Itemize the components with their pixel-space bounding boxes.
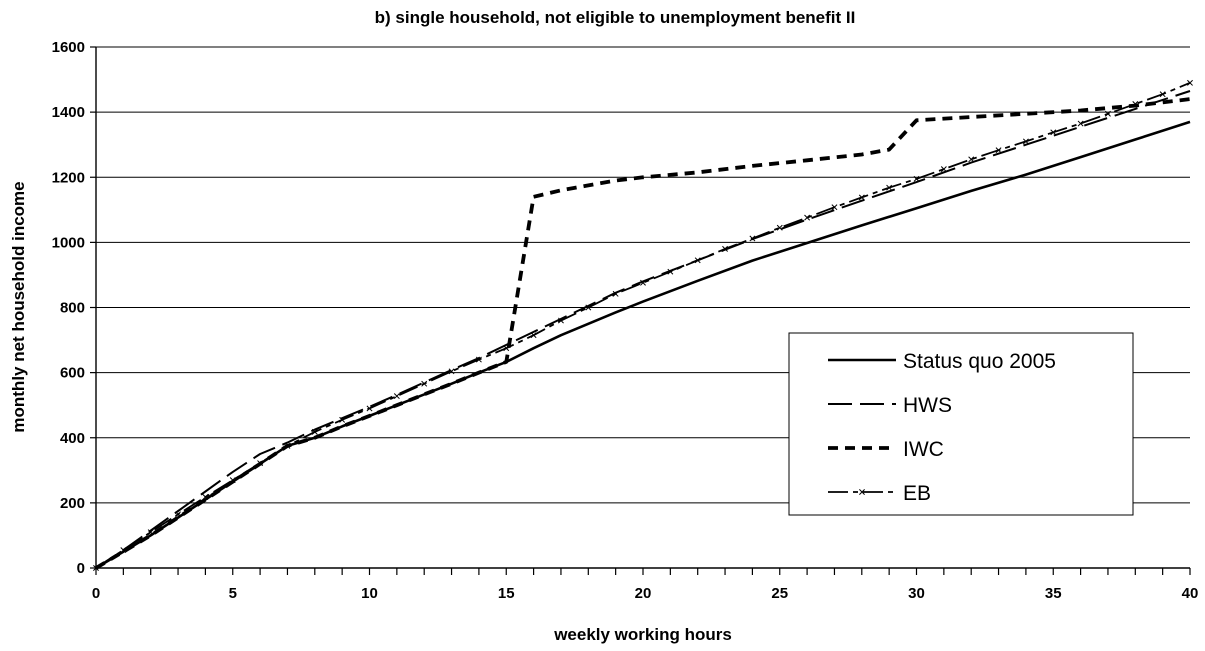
x-tick-label: 0 xyxy=(92,585,100,602)
data-point-marker xyxy=(475,356,482,363)
x-tick-label: 5 xyxy=(229,585,237,602)
data-point-marker xyxy=(1077,120,1084,127)
data-point-marker xyxy=(858,194,865,201)
data-point-marker xyxy=(667,268,674,275)
data-point-marker xyxy=(503,345,510,352)
chart-title: b) single household, not eligible to une… xyxy=(375,8,856,27)
data-point-marker xyxy=(339,416,346,423)
y-tick-label: 1400 xyxy=(52,104,85,121)
legend-label: HWS xyxy=(903,394,952,417)
y-tick-label: 1200 xyxy=(52,169,85,186)
data-point-marker xyxy=(585,304,592,311)
data-point-marker xyxy=(722,245,729,252)
y-tick-label: 0 xyxy=(77,560,85,577)
x-tick-label: 30 xyxy=(908,585,925,602)
data-point-marker xyxy=(120,547,127,554)
data-point-marker xyxy=(694,257,701,264)
data-point-marker xyxy=(175,511,182,518)
x-tick-label: 15 xyxy=(498,585,515,602)
x-tick-label: 10 xyxy=(361,585,378,602)
data-point-marker xyxy=(257,460,264,467)
y-tick-label: 200 xyxy=(60,495,85,512)
tick-labels: 0 200 400 600 800 1000 1200 1400 1600 0 5 10 15 20 25 3… xyxy=(52,39,1199,602)
y-tick-label: 1600 xyxy=(52,39,85,56)
y-axis-label: monthly net household income xyxy=(9,181,28,432)
legend-label: EB xyxy=(903,482,931,505)
legend: Status quo 2005 HWS IWC EB xyxy=(788,332,1134,516)
legend-marker xyxy=(859,489,865,495)
data-point-marker xyxy=(147,529,154,536)
data-point-marker xyxy=(311,428,318,435)
data-point-marker xyxy=(940,166,947,173)
y-tick-label: 400 xyxy=(60,430,85,447)
y-tick-label: 1000 xyxy=(52,234,85,251)
x-tick-label: 20 xyxy=(635,585,652,602)
data-point-marker xyxy=(229,477,236,484)
data-point-marker xyxy=(640,279,646,286)
legend-label: IWC xyxy=(903,438,944,461)
series-line-eb xyxy=(95,81,1191,569)
x-tick-label: 35 xyxy=(1045,585,1062,602)
data-point-marker xyxy=(1187,79,1193,86)
data-point-marker xyxy=(968,156,975,163)
data-point-marker xyxy=(557,317,564,324)
data-point-marker xyxy=(393,393,400,400)
data-point-marker xyxy=(448,368,455,375)
data-point-marker xyxy=(1159,91,1166,98)
data-point-marker xyxy=(366,405,373,412)
data-point-marker xyxy=(284,442,291,449)
data-point-marker xyxy=(421,380,428,387)
data-point-marker xyxy=(913,175,920,182)
legend-label: Status quo 2005 xyxy=(903,350,1056,373)
axes xyxy=(90,46,1191,575)
x-tick-label: 25 xyxy=(771,585,788,602)
data-point-marker xyxy=(776,224,783,231)
data-point-marker xyxy=(1132,101,1139,107)
y-tick-label: 600 xyxy=(60,365,85,382)
data-point-marker xyxy=(1050,129,1057,136)
data-point-marker xyxy=(886,184,893,191)
y-tick-label: 800 xyxy=(60,300,85,317)
data-point-marker xyxy=(1104,110,1111,117)
legend-box xyxy=(788,332,1134,516)
data-point-marker xyxy=(804,214,811,221)
data-point-marker xyxy=(1022,138,1029,145)
data-point-marker xyxy=(530,332,537,339)
data-point-marker xyxy=(831,204,838,211)
series-lines xyxy=(93,79,1193,571)
series-line-hws xyxy=(95,90,1191,569)
series-line-iwc xyxy=(95,97,1191,570)
x-tick-label: 40 xyxy=(1182,585,1199,602)
data-point-marker xyxy=(202,494,209,500)
data-point-marker xyxy=(749,235,756,242)
x-axis-label: weekly working hours xyxy=(553,625,732,644)
data-point-marker xyxy=(995,147,1002,154)
data-point-marker xyxy=(612,290,619,297)
